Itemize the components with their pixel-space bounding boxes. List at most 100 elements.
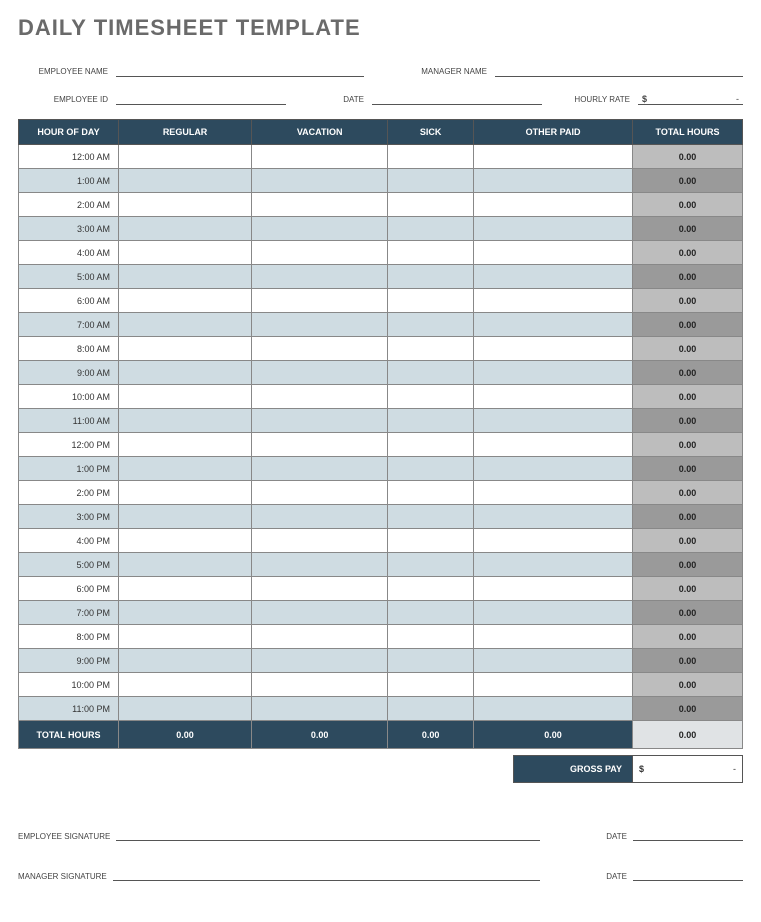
input-cell[interactable] (388, 433, 474, 457)
input-cell[interactable] (388, 673, 474, 697)
input-cell[interactable] (252, 553, 388, 577)
input-cell[interactable] (388, 625, 474, 649)
input-cell[interactable] (119, 265, 252, 289)
input-cell[interactable] (252, 241, 388, 265)
input-cell[interactable] (119, 529, 252, 553)
employee-id-field[interactable] (116, 91, 286, 105)
input-cell[interactable] (119, 697, 252, 721)
input-cell[interactable] (119, 241, 252, 265)
input-cell[interactable] (119, 625, 252, 649)
input-cell[interactable] (252, 577, 388, 601)
input-cell[interactable] (474, 337, 633, 361)
input-cell[interactable] (252, 601, 388, 625)
input-cell[interactable] (119, 313, 252, 337)
input-cell[interactable] (252, 313, 388, 337)
manager-name-field[interactable] (495, 63, 743, 77)
input-cell[interactable] (388, 193, 474, 217)
input-cell[interactable] (252, 217, 388, 241)
input-cell[interactable] (252, 649, 388, 673)
input-cell[interactable] (388, 361, 474, 385)
input-cell[interactable] (474, 505, 633, 529)
employee-signature-field[interactable] (116, 827, 540, 841)
input-cell[interactable] (388, 409, 474, 433)
input-cell[interactable] (474, 529, 633, 553)
input-cell[interactable] (119, 505, 252, 529)
input-cell[interactable] (119, 457, 252, 481)
input-cell[interactable] (474, 409, 633, 433)
input-cell[interactable] (388, 289, 474, 313)
input-cell[interactable] (474, 241, 633, 265)
input-cell[interactable] (388, 649, 474, 673)
input-cell[interactable] (119, 385, 252, 409)
input-cell[interactable] (388, 529, 474, 553)
input-cell[interactable] (119, 433, 252, 457)
employee-name-field[interactable] (116, 63, 364, 77)
input-cell[interactable] (119, 145, 252, 169)
input-cell[interactable] (474, 313, 633, 337)
input-cell[interactable] (119, 193, 252, 217)
input-cell[interactable] (474, 385, 633, 409)
input-cell[interactable] (388, 601, 474, 625)
input-cell[interactable] (474, 553, 633, 577)
input-cell[interactable] (252, 193, 388, 217)
input-cell[interactable] (252, 625, 388, 649)
input-cell[interactable] (252, 289, 388, 313)
input-cell[interactable] (119, 577, 252, 601)
input-cell[interactable] (388, 553, 474, 577)
input-cell[interactable] (474, 697, 633, 721)
input-cell[interactable] (474, 361, 633, 385)
date-field[interactable] (372, 91, 542, 105)
input-cell[interactable] (252, 529, 388, 553)
manager-signature-date-field[interactable] (633, 867, 743, 881)
input-cell[interactable] (474, 625, 633, 649)
input-cell[interactable] (388, 217, 474, 241)
input-cell[interactable] (388, 337, 474, 361)
input-cell[interactable] (252, 337, 388, 361)
input-cell[interactable] (119, 337, 252, 361)
input-cell[interactable] (388, 265, 474, 289)
input-cell[interactable] (252, 481, 388, 505)
input-cell[interactable] (388, 145, 474, 169)
input-cell[interactable] (252, 673, 388, 697)
input-cell[interactable] (252, 145, 388, 169)
hourly-rate-field[interactable]: $ - (638, 91, 743, 105)
input-cell[interactable] (119, 409, 252, 433)
input-cell[interactable] (474, 145, 633, 169)
input-cell[interactable] (119, 289, 252, 313)
input-cell[interactable] (474, 193, 633, 217)
input-cell[interactable] (119, 481, 252, 505)
input-cell[interactable] (388, 313, 474, 337)
input-cell[interactable] (252, 457, 388, 481)
employee-signature-date-field[interactable] (633, 827, 743, 841)
input-cell[interactable] (119, 217, 252, 241)
input-cell[interactable] (119, 649, 252, 673)
input-cell[interactable] (252, 385, 388, 409)
input-cell[interactable] (119, 601, 252, 625)
input-cell[interactable] (119, 673, 252, 697)
input-cell[interactable] (252, 697, 388, 721)
input-cell[interactable] (474, 433, 633, 457)
input-cell[interactable] (474, 217, 633, 241)
input-cell[interactable] (388, 385, 474, 409)
input-cell[interactable] (388, 241, 474, 265)
input-cell[interactable] (474, 649, 633, 673)
input-cell[interactable] (119, 361, 252, 385)
input-cell[interactable] (119, 169, 252, 193)
input-cell[interactable] (388, 577, 474, 601)
input-cell[interactable] (252, 505, 388, 529)
input-cell[interactable] (474, 481, 633, 505)
input-cell[interactable] (252, 433, 388, 457)
input-cell[interactable] (252, 169, 388, 193)
input-cell[interactable] (252, 361, 388, 385)
input-cell[interactable] (474, 457, 633, 481)
manager-signature-field[interactable] (113, 867, 541, 881)
input-cell[interactable] (119, 553, 252, 577)
input-cell[interactable] (474, 265, 633, 289)
input-cell[interactable] (388, 481, 474, 505)
input-cell[interactable] (252, 265, 388, 289)
input-cell[interactable] (388, 457, 474, 481)
input-cell[interactable] (474, 169, 633, 193)
input-cell[interactable] (388, 505, 474, 529)
input-cell[interactable] (388, 169, 474, 193)
input-cell[interactable] (474, 289, 633, 313)
